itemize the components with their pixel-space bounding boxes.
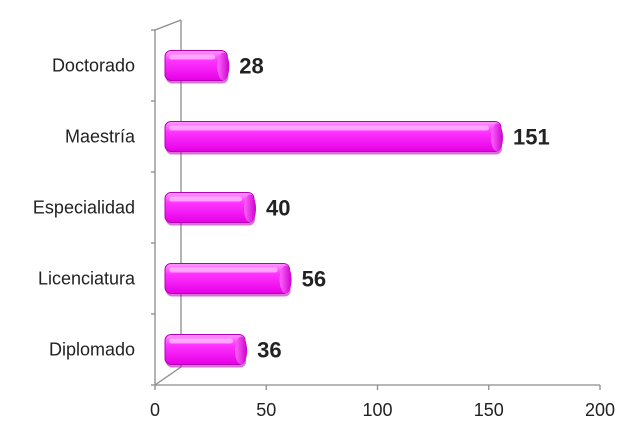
bar-highlight <box>169 125 489 131</box>
bar-cap <box>279 265 292 294</box>
bar-cap <box>244 194 256 223</box>
depth-edge-bottom <box>154 366 182 386</box>
bar-doctorado <box>164 50 230 84</box>
data-labels: 28 151 40 56 36 <box>239 54 549 363</box>
bar-highlight <box>169 196 242 202</box>
bar-cap <box>490 123 503 152</box>
x-tick-label: 0 <box>150 400 160 420</box>
category-label-especialidad: Especialidad <box>33 198 135 218</box>
category-labels: Doctorado Maestría Especialidad Licenciatur… <box>33 56 136 360</box>
x-tick-label: 50 <box>256 400 276 420</box>
x-tick-label: 100 <box>362 400 392 420</box>
x-tick-labels: 0 50 100 150 200 <box>150 400 615 420</box>
x-tick-label: 200 <box>585 400 615 420</box>
category-label-doctorado: Doctorado <box>52 56 135 76</box>
bar-highlight <box>169 338 234 344</box>
data-label-especialidad: 40 <box>266 196 290 221</box>
bar-maestria <box>164 121 503 155</box>
bar-especialidad <box>164 192 256 226</box>
category-label-diplomado: Diplomado <box>49 340 135 360</box>
x-tick-label: 150 <box>474 400 504 420</box>
data-label-maestria: 151 <box>513 125 550 150</box>
bar-diplomado <box>164 334 248 368</box>
category-label-licenciatura: Licenciatura <box>38 269 136 289</box>
data-label-licenciatura: 56 <box>302 267 326 292</box>
data-label-diplomado: 36 <box>257 338 281 363</box>
chart-bars <box>164 50 503 368</box>
category-label-maestria: Maestría <box>65 127 136 147</box>
bar-licenciatura <box>164 263 292 297</box>
bar-highlight <box>169 54 216 60</box>
bar-highlight <box>169 267 278 273</box>
bar-cap <box>235 336 248 365</box>
depth-edge-top <box>154 19 182 31</box>
data-label-doctorado: 28 <box>239 54 263 79</box>
bar-cap <box>217 52 230 81</box>
